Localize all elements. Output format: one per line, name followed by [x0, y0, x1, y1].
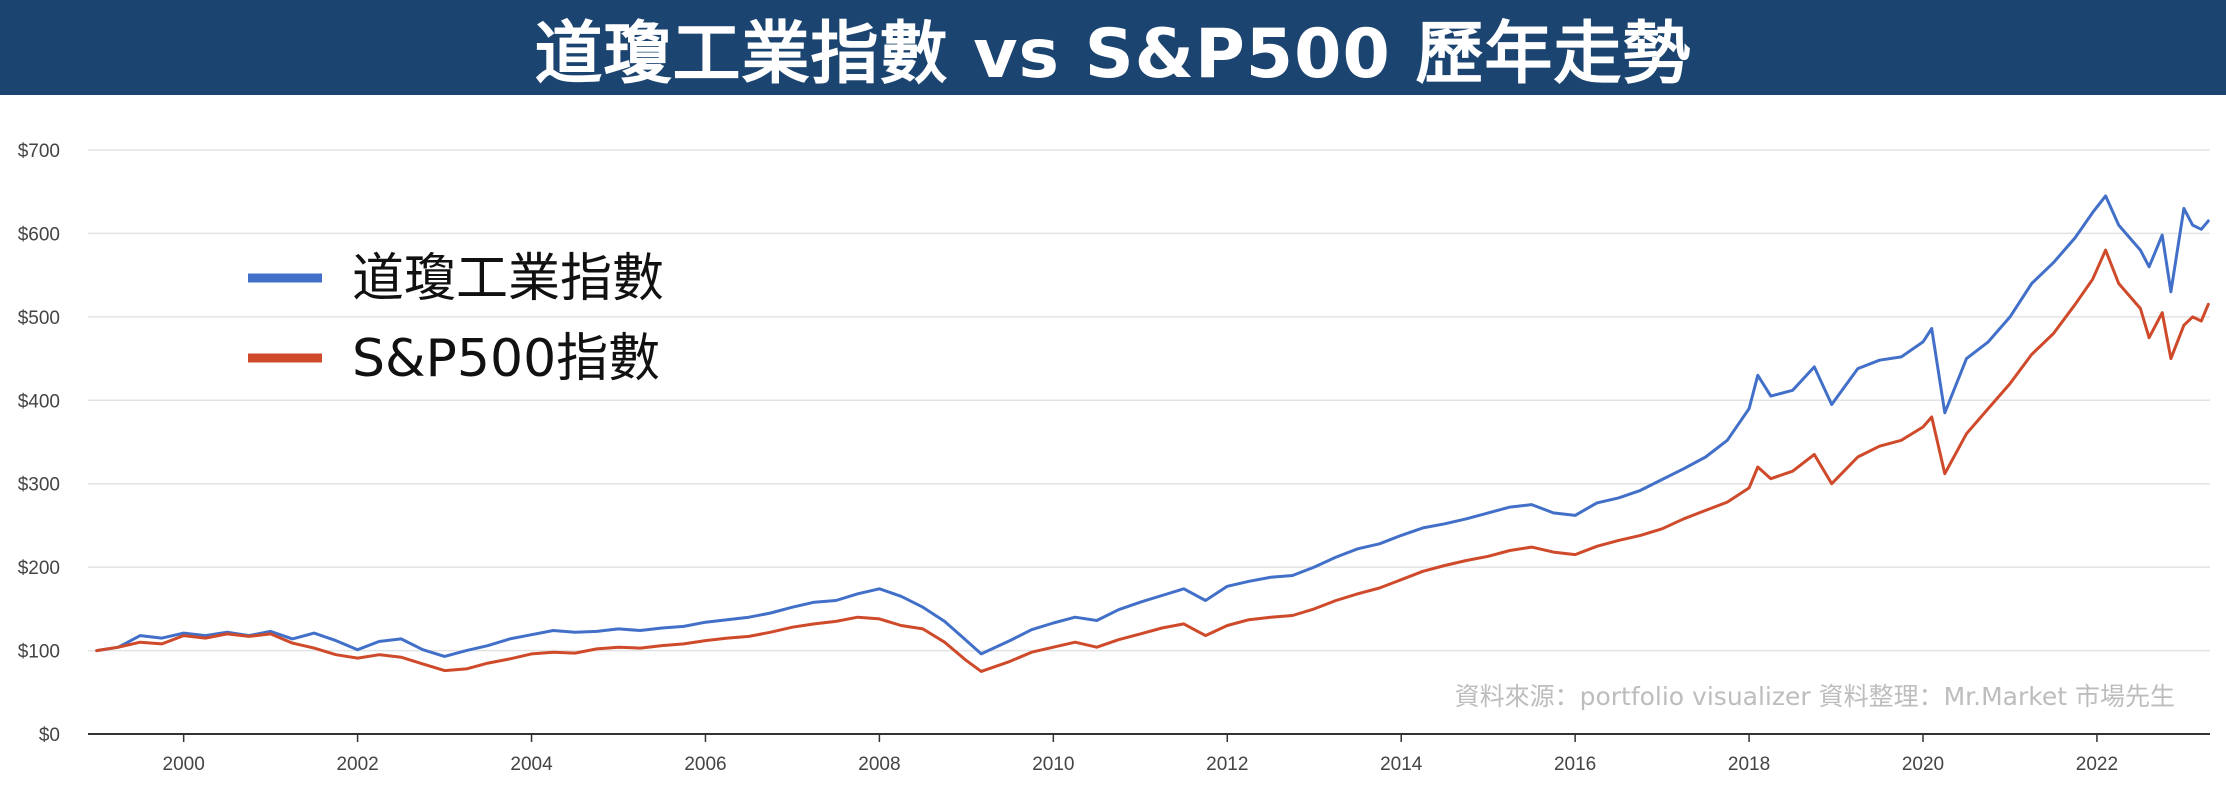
x-tick-label: 2012 [1206, 754, 1248, 775]
line-chart: $0$100$200$300$400$500$600$700 2000 2002 2… [18, 141, 2210, 775]
y-tick-label: $200 [18, 558, 60, 579]
chart-title: 道瓊工業指數 vs S&P500 歷年走勢 [534, 15, 1692, 94]
x-tick-label: 2006 [684, 754, 726, 775]
x-tick-label: 2014 [1380, 754, 1423, 775]
x-tick-label: 2008 [858, 754, 900, 775]
x-tick-labels: 2000 2002 2004 2006 2008 2010 2012 2014 2016 2018… [163, 754, 2119, 775]
x-tick-label: 2004 [510, 754, 553, 775]
y-tick-label: $500 [18, 308, 60, 329]
legend-label-sp500: S&P500指數 [352, 329, 660, 389]
y-tick-label: $300 [18, 475, 60, 496]
x-tick-label: 2018 [1728, 754, 1770, 775]
y-tick-label: $100 [18, 642, 60, 663]
x-tick-label: 2016 [1554, 754, 1596, 775]
source-annotation: 資料來源：portfolio visualizer 資料整理：Mr.Market… [1455, 682, 2175, 711]
series-line-sp500 [95, 248, 2210, 673]
x-tick-label: 2002 [336, 754, 378, 775]
x-tick-label: 2010 [1032, 754, 1074, 775]
x-tick-label: 2020 [1902, 754, 1944, 775]
title-banner: 道瓊工業指數 vs S&P500 歷年走勢 [0, 0, 2226, 95]
legend-label-dow: 道瓊工業指數 [352, 249, 664, 309]
y-tick-label: $0 [39, 725, 60, 746]
y-tick-label: $400 [18, 391, 60, 412]
y-tick-labels: $0 $100 $200 $300 $400 $500 $600 $700 [18, 141, 60, 746]
x-tick-label: 2022 [2076, 754, 2118, 775]
y-tick-label: $700 [18, 141, 60, 162]
y-tick-label: $600 [18, 224, 60, 245]
series-line-dow [95, 194, 2210, 658]
grid-lines [88, 149, 2210, 652]
axes [88, 733, 2210, 742]
series-lines [95, 194, 2210, 673]
legend: 道瓊工業指數 S&P500指數 [248, 249, 664, 389]
x-tick-label: 2000 [163, 754, 205, 775]
